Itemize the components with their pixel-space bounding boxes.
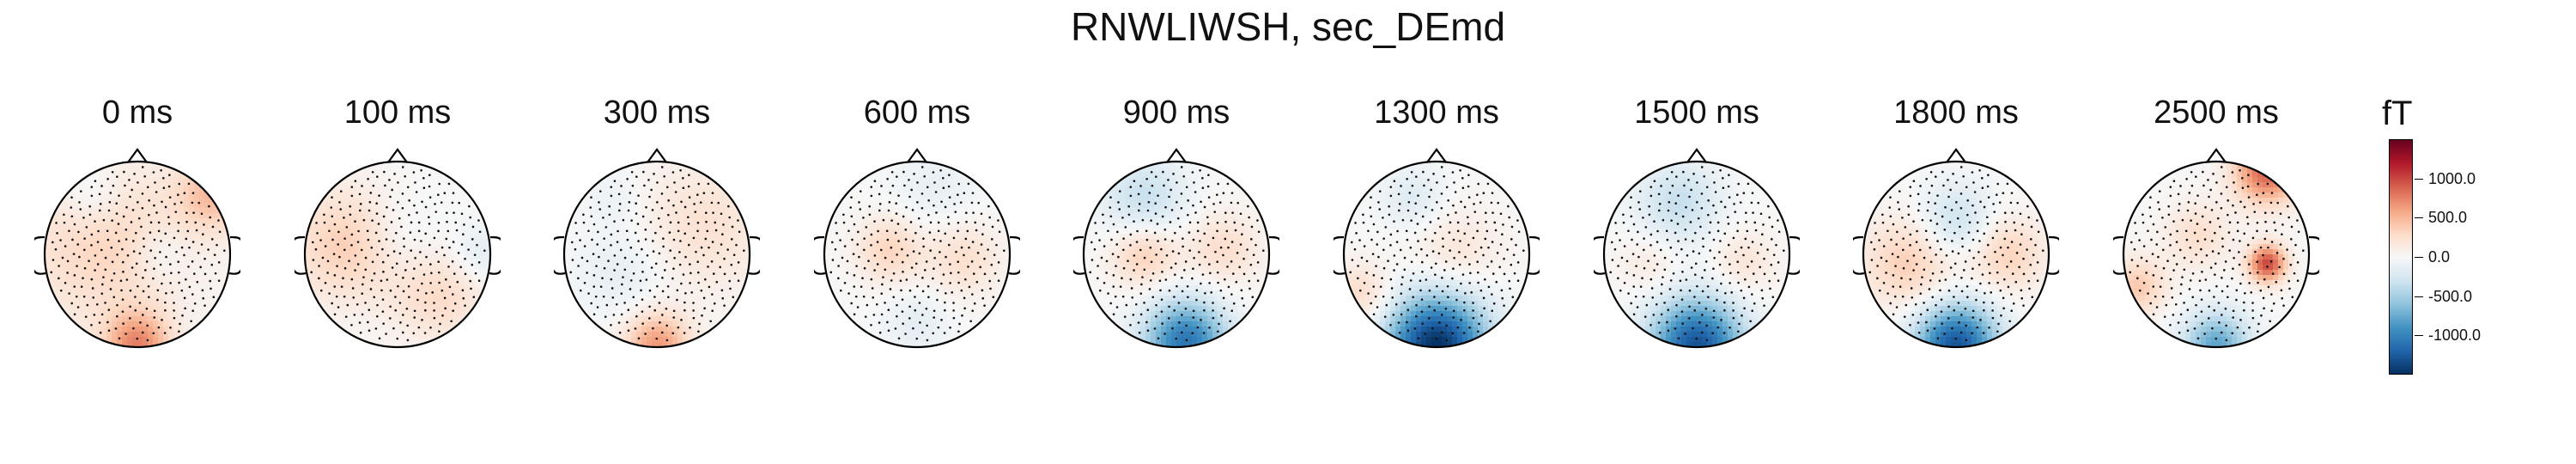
nose-marker: [1946, 148, 1966, 163]
left-ear: [1594, 235, 1606, 275]
colorbar-unit: fT: [2382, 95, 2413, 132]
head-outline: [823, 160, 1012, 349]
head-outline: [562, 160, 751, 349]
topomap-time-label: 600 ms: [863, 95, 971, 131]
sensor-dots: [1089, 166, 1265, 342]
topomap-head: [2113, 148, 2319, 349]
figure-title: RNWLIWSH, sec_DEmd: [1070, 4, 1506, 49]
right-ear: [489, 235, 501, 275]
colorbar-tick-label: 0.0: [2428, 248, 2451, 266]
topomap-time-label: 1800 ms: [1893, 95, 2019, 131]
colorbar-tick-label: 1000.0: [2428, 169, 2476, 187]
nose-marker: [2206, 148, 2227, 163]
sensor-dots: [829, 166, 1005, 342]
left-ear: [295, 235, 307, 275]
topomap-head: [554, 148, 760, 349]
topomap-time-label: 0 ms: [101, 95, 173, 131]
right-ear: [748, 235, 760, 275]
sensor-dots: [569, 166, 745, 342]
topomap-time-label: 100 ms: [343, 95, 452, 131]
left-ear: [34, 235, 46, 275]
sensor-dots: [1349, 166, 1525, 342]
nose-marker: [907, 148, 927, 163]
topomap-time-label: 1500 ms: [1634, 95, 1759, 131]
left-ear: [2113, 235, 2125, 275]
right-ear: [228, 235, 240, 275]
head-outline: [1862, 160, 2050, 349]
topomap-head: [1853, 148, 2059, 349]
colorbar-tick-label: -1000.0: [2428, 327, 2482, 345]
colorbar-tick: [2415, 257, 2423, 258]
topomap-head: [814, 148, 1020, 349]
topomap-head: [295, 148, 501, 349]
topomap-head: [1334, 148, 1540, 349]
sensor-dots: [1609, 166, 1785, 342]
topomap-panel: 900 ms: [1073, 95, 1279, 361]
right-ear: [1267, 235, 1279, 275]
head-outline: [43, 160, 232, 349]
topomap-panel: 300 ms: [554, 95, 760, 361]
topomap-panel: 1300 ms: [1334, 95, 1540, 361]
colorbar-tick: [2415, 217, 2423, 219]
nose-marker: [1166, 148, 1187, 163]
colorbar-tick: [2415, 335, 2423, 337]
left-ear: [554, 235, 566, 275]
left-ear: [1334, 235, 1346, 275]
right-ear: [2307, 235, 2319, 275]
topomap-time-label: 300 ms: [603, 95, 711, 131]
topomap-panel: 1500 ms: [1594, 95, 1800, 361]
topomap-head: [1594, 148, 1800, 349]
topomap-panel: 1800 ms: [1853, 95, 2059, 361]
sensor-dots: [50, 166, 226, 342]
colorbar-tick-label: -500.0: [2428, 287, 2473, 305]
topomap-head: [1073, 148, 1279, 349]
left-ear: [814, 235, 826, 275]
left-ear: [1073, 235, 1085, 275]
topomap-time-label: 1300 ms: [1374, 95, 1499, 131]
colorbar-tick-label: 500.0: [2428, 209, 2468, 227]
colorbar-tick: [2415, 296, 2423, 297]
topomap-head: [34, 148, 240, 349]
head-outline: [2122, 160, 2311, 349]
nose-marker: [127, 148, 148, 163]
head-outline: [1082, 160, 1271, 349]
topomap-field: [824, 162, 1010, 347]
nose-marker: [1686, 148, 1707, 163]
topomap-panel: 2500 ms: [2113, 95, 2319, 361]
nose-marker: [1426, 148, 1447, 163]
colorbar: [2389, 139, 2413, 375]
topomap-panel: 100 ms: [295, 95, 501, 361]
topomap-time-label: 2500 ms: [2154, 95, 2279, 131]
topomap-time-label: 900 ms: [1122, 95, 1230, 131]
topomap-panel: 600 ms: [814, 95, 1020, 361]
right-ear: [2047, 235, 2059, 275]
right-ear: [1528, 235, 1540, 275]
left-ear: [1853, 235, 1865, 275]
topomap-panel: 0 ms: [34, 95, 240, 361]
sensor-dots: [2129, 166, 2305, 342]
head-outline: [1342, 160, 1531, 349]
colorbar-tick: [2415, 178, 2423, 180]
sensor-dots: [310, 166, 486, 342]
right-ear: [1788, 235, 1800, 275]
nose-marker: [647, 148, 667, 163]
sensor-dots: [1868, 166, 2044, 342]
head-outline: [303, 160, 492, 349]
nose-marker: [387, 148, 408, 163]
head-outline: [1602, 160, 1791, 349]
right-ear: [1008, 235, 1020, 275]
